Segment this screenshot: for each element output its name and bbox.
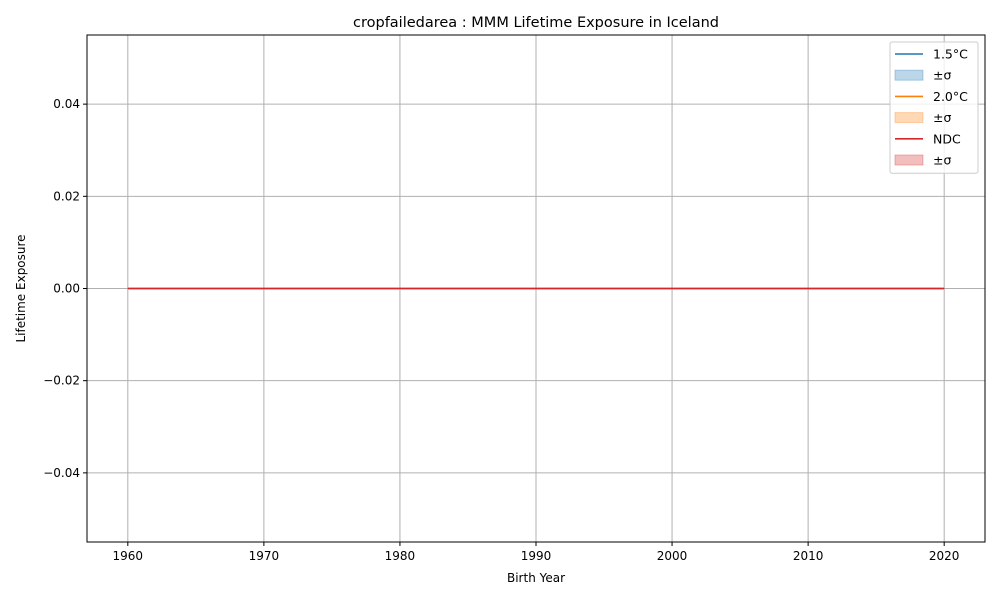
x-axis-title: Birth Year (507, 571, 565, 585)
y-axis-title: Lifetime Exposure (14, 234, 28, 342)
legend-band-swatch (894, 112, 924, 124)
x-tick-label: 1990 (521, 549, 552, 563)
y-tick-label: −0.04 (43, 466, 80, 480)
legend-label: ±σ (933, 153, 951, 168)
legend-label: ±σ (933, 68, 951, 83)
legend-band-swatch (894, 154, 924, 166)
legend: 1.5°C ±σ 2.0°C ±σ NDC ±σ (889, 41, 979, 174)
legend-box (889, 41, 979, 174)
legend-band-swatch (894, 69, 924, 81)
x-tick-label: 2000 (657, 549, 688, 563)
legend-label: ±σ (933, 110, 951, 125)
x-tick-label: 2010 (793, 549, 824, 563)
x-tick-label: 1960 (113, 549, 144, 563)
y-tick-label: 0.00 (53, 282, 80, 296)
legend-label: NDC (933, 131, 961, 146)
y-tick-label: −0.02 (43, 374, 80, 388)
legend-label: 1.5°C (933, 47, 968, 62)
legend-label: 2.0°C (933, 89, 968, 104)
y-tick-label: 0.04 (53, 97, 80, 111)
x-tick-label: 1970 (249, 549, 280, 563)
axis-ticks: 1960 1970 1980 1990 2000 2010 2020 −0.04 −0.02 0.… (43, 97, 959, 563)
x-tick-label: 2020 (929, 549, 960, 563)
y-tick-label: 0.02 (53, 189, 80, 203)
x-tick-label: 1980 (385, 549, 416, 563)
chart-title: cropfailedarea : MMM Lifetime Exposure i… (353, 15, 719, 31)
